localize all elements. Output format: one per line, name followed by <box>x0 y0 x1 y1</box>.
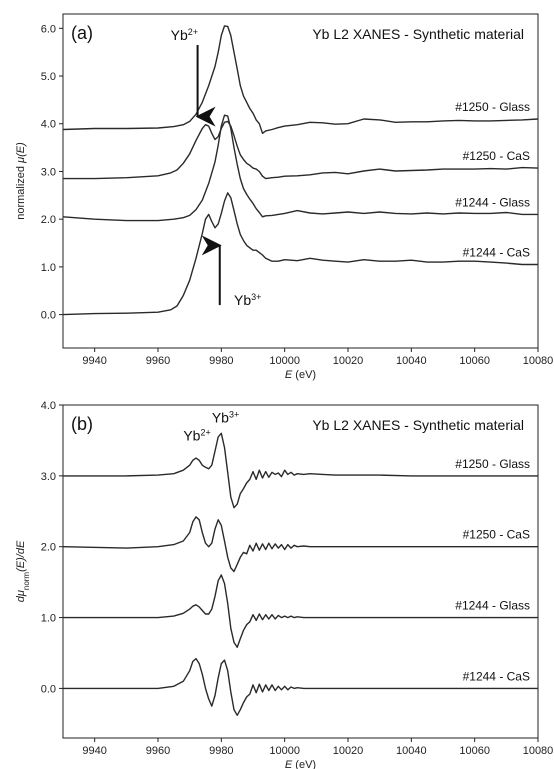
x-tick-label: 10040 <box>396 745 427 757</box>
y-tick-label: 2.0 <box>41 214 56 226</box>
series-line <box>63 114 538 222</box>
series-label: #1244 - CaS <box>463 246 530 260</box>
series-label: #1250 - CaS <box>463 149 530 163</box>
series-line <box>63 192 538 316</box>
y-tick-label: 1.0 <box>41 613 56 625</box>
series-line <box>63 432 538 509</box>
x-tick-label: 9940 <box>82 745 106 757</box>
x-tick-label: 10080 <box>523 745 554 757</box>
x-tick-label: 10020 <box>333 355 364 367</box>
annotation-label: Yb3+ <box>234 292 261 308</box>
x-axis-label: E (eV) <box>285 759 316 769</box>
x-tick-label: 10000 <box>269 745 300 757</box>
y-tick-label: 4.0 <box>41 119 56 131</box>
series-line <box>63 657 538 716</box>
y-axis-label: normalized μ(E) <box>15 142 27 220</box>
x-tick-label: 9940 <box>82 355 106 367</box>
series-label: #1244 - Glass <box>455 599 530 613</box>
y-tick-label: 5.0 <box>41 71 56 83</box>
chart-panel-a: 9940 9960 9980 10000 10020 10040 10060 10080 0.0… <box>15 13 554 381</box>
x-tick-label: 10060 <box>459 745 490 757</box>
y-tick-label: 1.0 <box>41 262 56 274</box>
x-tick-label: 10060 <box>459 355 490 367</box>
x-tick-label: 10080 <box>523 355 554 367</box>
annotation-label: Yb2+ <box>171 27 198 43</box>
series-line <box>63 516 538 573</box>
x-tick-label: 10000 <box>269 355 300 367</box>
panel-tag: (a) <box>71 23 93 43</box>
series-line <box>63 25 538 134</box>
x-tick-label: 9980 <box>209 355 233 367</box>
series-label: #1250 - CaS <box>463 528 530 542</box>
annotation-label: Yb3+ <box>212 410 239 426</box>
plot-frame <box>62 13 539 349</box>
chart-title: Yb L2 XANES - Synthetic material <box>312 417 524 433</box>
panel-tag: (b) <box>71 414 93 434</box>
series-line <box>63 574 538 648</box>
y-tick-label: 3.0 <box>41 471 56 483</box>
y-axis-label: dμnorm(E)/dE <box>15 540 31 602</box>
y-tick-label: 6.0 <box>41 23 56 35</box>
y-tick-label: 2.0 <box>41 542 56 554</box>
series-label: #1244 - Glass <box>455 195 530 209</box>
chart-panel-b: 9940 9960 9980 10000 10020 10040 10060 10080 0.0… <box>15 400 553 769</box>
annotation-label: Yb2+ <box>183 427 210 443</box>
y-tick-label: 0.0 <box>41 310 56 322</box>
y-tick-label: 3.0 <box>41 166 56 178</box>
y-tick-label: 0.0 <box>41 683 56 695</box>
x-tick-label: 9960 <box>146 745 170 757</box>
x-tick-label: 9980 <box>209 745 233 757</box>
chart-title: Yb L2 XANES - Synthetic material <box>312 26 524 42</box>
x-tick-label: 10040 <box>396 355 427 367</box>
x-axis-label: E (eV) <box>285 369 316 381</box>
series-label: #1250 - Glass <box>455 457 530 471</box>
y-tick-label: 4.0 <box>41 400 56 412</box>
x-tick-label: 9960 <box>146 355 170 367</box>
series-label: #1244 - CaS <box>463 669 530 683</box>
plot-frame <box>62 404 539 739</box>
series-line <box>63 120 538 180</box>
x-tick-label: 10020 <box>333 745 364 757</box>
series-label: #1250 - Glass <box>455 100 530 114</box>
